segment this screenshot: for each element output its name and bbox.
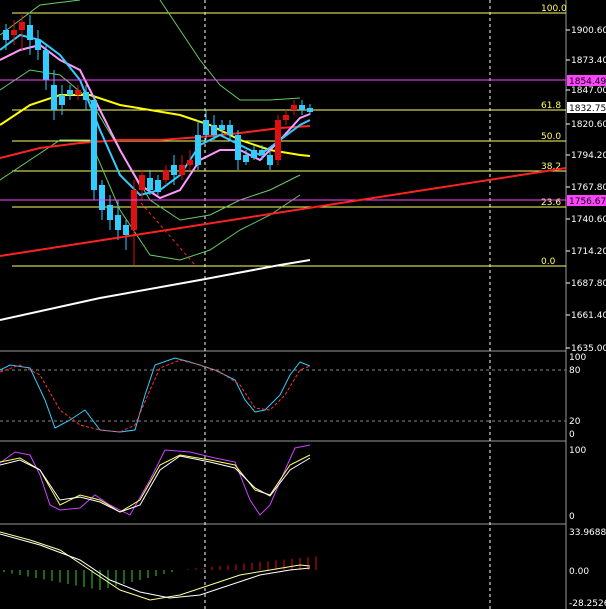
fib-diagonal xyxy=(140,202,196,266)
trend-line xyxy=(0,167,567,257)
candle-body xyxy=(123,225,129,235)
candle-body xyxy=(19,22,25,30)
fib-label: 50.0 xyxy=(541,132,561,142)
candle-body xyxy=(259,150,265,155)
stoch-tick-80: 80 xyxy=(569,366,581,376)
candle-body xyxy=(179,165,185,175)
price-tick-label: 1687.80 xyxy=(571,279,606,289)
price-tick-label: 1740.60 xyxy=(571,215,606,225)
price-tick-label: 1714.20 xyxy=(571,247,606,257)
tag-magenta: 1756.67 xyxy=(569,197,606,207)
candle-body xyxy=(163,170,169,180)
price-tick-label: 1900.60 xyxy=(571,26,606,36)
candle-body xyxy=(299,105,305,110)
bollinger-upper-a xyxy=(0,0,81,36)
vertical-grid xyxy=(204,0,491,609)
candle-body xyxy=(187,160,193,165)
candle-body xyxy=(171,165,177,175)
price-tick-label: 1767.80 xyxy=(571,183,606,193)
macd-panel: 33.96888 0.00 -28.2526 xyxy=(0,528,606,609)
candle-body xyxy=(291,105,297,110)
price-tags: 1854.49 1756.67 1832.75 xyxy=(567,75,606,207)
fib-label: 23.6 xyxy=(541,198,561,208)
candle-body xyxy=(147,178,153,190)
macd-tick-top: 33.96888 xyxy=(569,528,606,538)
candlesticks xyxy=(3,15,313,265)
tag-pink: 1854.49 xyxy=(569,77,606,87)
price-tick-label: 1794.20 xyxy=(571,151,606,161)
bollinger-upper-b xyxy=(159,0,301,101)
candle-body xyxy=(275,120,281,160)
candle-body xyxy=(3,30,9,40)
price-tick-label: 1847.00 xyxy=(571,86,606,96)
tag-current-price: 1832.75 xyxy=(569,104,606,114)
price-tick-label: 1820.60 xyxy=(571,120,606,130)
panel-separators xyxy=(0,0,567,609)
candle-body xyxy=(51,85,57,110)
candle-body xyxy=(43,50,49,80)
fibonacci-levels: 100.0 61.8 50.0 38.2 23.6 0.0 xyxy=(12,4,567,267)
candle-body xyxy=(83,92,89,100)
tag-magenta-bg xyxy=(567,195,606,206)
fib-label: 0.0 xyxy=(541,257,556,267)
macd-tick-bottom: -28.2526 xyxy=(569,599,606,609)
long-ma-line xyxy=(0,259,311,321)
candle-body xyxy=(211,125,217,135)
candle-body xyxy=(235,135,241,160)
stoch-tick-0: 0 xyxy=(569,430,575,440)
candle-body xyxy=(307,108,313,112)
candle-body xyxy=(27,25,33,40)
candle-body xyxy=(75,90,81,95)
candle-body xyxy=(155,180,161,192)
candle-body xyxy=(115,215,121,230)
candle-body xyxy=(219,125,225,130)
candle-body xyxy=(267,155,273,165)
price-markers xyxy=(0,79,567,266)
osc-tick-0: 0 xyxy=(569,512,575,522)
fast-ma-line xyxy=(0,43,311,200)
stoch-tick-100: 100 xyxy=(569,353,586,363)
tag-pink-bg xyxy=(567,75,606,86)
candle-body xyxy=(203,120,209,135)
price-axis: 1900.60 1873.40 1847.00 1820.60 1794.20 1767.… xyxy=(566,26,606,354)
fib-label: 38.2 xyxy=(541,162,561,172)
price-tick-label: 1873.40 xyxy=(571,56,606,66)
candle-body xyxy=(99,185,105,210)
candle-body xyxy=(91,100,97,190)
candle-body xyxy=(139,175,145,190)
candle-body xyxy=(11,30,17,35)
oscillator-panel: 100 0 xyxy=(0,444,586,522)
candle-body xyxy=(131,190,137,230)
candle-body xyxy=(283,115,289,120)
candle-body xyxy=(59,95,65,105)
macd-tick-zero: 0.00 xyxy=(569,567,589,577)
fib-label: 61.8 xyxy=(541,101,561,111)
fib-label: 100.0 xyxy=(541,4,567,14)
tag-current-bg xyxy=(567,102,606,113)
candle-body xyxy=(35,40,41,50)
candle-body xyxy=(251,150,257,158)
candle-body xyxy=(195,135,201,165)
ema-line xyxy=(0,125,311,159)
price-tick-label: 1661.40 xyxy=(571,311,606,321)
candle-body xyxy=(67,90,73,95)
candle-body xyxy=(107,205,113,220)
stochastic-panel: 100 80 20 0 xyxy=(0,353,586,440)
candle-body xyxy=(243,155,249,162)
osc-tick-100: 100 xyxy=(569,446,586,456)
stoch-tick-20: 20 xyxy=(569,417,581,427)
price-tick-label: 1635.00 xyxy=(571,344,606,354)
candle-body xyxy=(227,125,233,135)
